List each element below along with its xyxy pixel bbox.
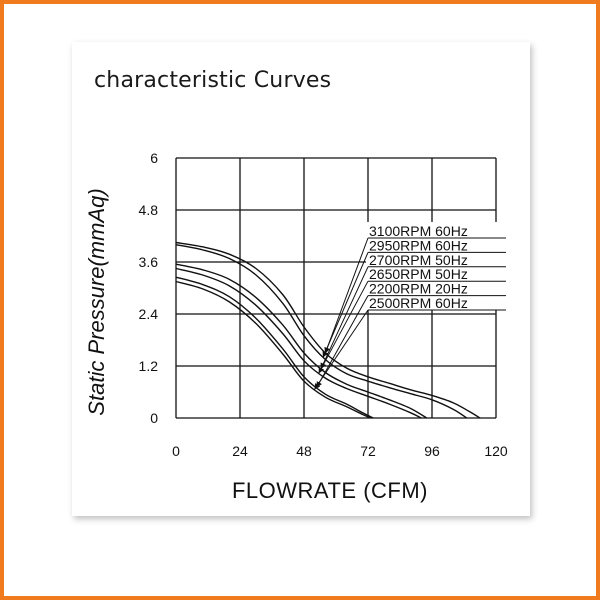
y-axis-ticks: 0 1.2 2.4 3.6 4.8 6 <box>139 150 159 426</box>
y-tick-label: 1.2 <box>139 358 159 374</box>
legend-label: 3100RPM 60Hz <box>369 223 468 239</box>
y-tick-label: 6 <box>150 150 158 166</box>
legend-label: 2950RPM 60Hz <box>369 237 468 253</box>
x-tick-label: 72 <box>360 443 376 459</box>
legend-label: 2700RPM 50Hz <box>369 252 468 268</box>
curve-4 <box>175 276 374 419</box>
curve-3 <box>175 267 422 419</box>
legend-label: 2500RPM 60Hz <box>369 295 468 311</box>
legend-leader-arrow <box>318 280 369 374</box>
x-tick-label: 96 <box>424 443 440 459</box>
legend-leader-arrow <box>314 309 369 390</box>
legend-label: 2200RPM 20Hz <box>369 281 468 297</box>
curve-5 <box>175 280 371 419</box>
x-tick-label: 120 <box>484 443 508 459</box>
curve-1 <box>175 243 468 419</box>
y-axis-label: Static Pressure(mmAq) <box>84 188 109 415</box>
legend-leader-arrow <box>324 237 369 354</box>
x-tick-label: 0 <box>172 443 180 459</box>
curves <box>175 241 481 419</box>
x-tick-label: 48 <box>296 443 312 459</box>
legend-leader-arrow <box>322 252 369 358</box>
x-tick-label: 24 <box>232 443 248 459</box>
y-tick-label: 4.8 <box>139 202 159 218</box>
y-tick-label: 2.4 <box>139 306 159 322</box>
x-axis-ticks: 0 24 48 72 96 120 <box>172 443 508 459</box>
chart-title: characteristic Curves <box>94 68 332 93</box>
y-tick-label: 3.6 <box>139 254 159 270</box>
curve-0 <box>175 241 481 419</box>
y-tick-label: 0 <box>150 410 158 426</box>
legend-leader-arrow <box>320 266 369 370</box>
curve-2 <box>175 263 428 419</box>
legend-label: 2650RPM 50Hz <box>369 266 468 282</box>
x-axis-label: FLOWRATE (CFM) <box>232 478 428 503</box>
legend-leader-arrow <box>316 295 369 388</box>
